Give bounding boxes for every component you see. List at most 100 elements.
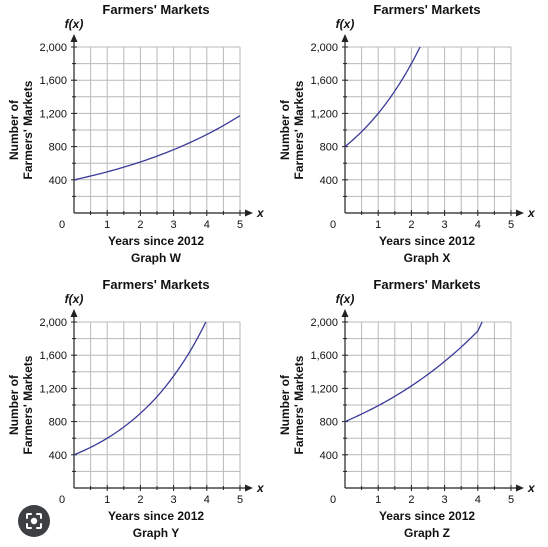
function-label: f(x)	[336, 292, 355, 306]
x-tick-label: 1	[104, 219, 110, 231]
y-tick-label: 1,600	[310, 350, 338, 362]
x-axis-letter: x	[256, 481, 265, 495]
y-axis-label: Number ofFarmers' Markets	[7, 355, 35, 454]
y-axis-label-line: Number of	[7, 374, 21, 435]
y-tick-label: 2,000	[310, 317, 338, 329]
chart-panel: 1 2 3 4 5 400 800 1,200 1,600 2,000 0 x f(x) Farmers'…	[0, 0, 274, 272]
y-tick-label: 400	[49, 450, 67, 462]
x-axis-label: Years since 2012	[379, 509, 475, 523]
x-tick-label: 3	[442, 494, 448, 506]
origin-label: 0	[59, 219, 65, 231]
y-tick-label: 2,000	[39, 317, 67, 329]
y-tick-label: 800	[320, 417, 338, 429]
y-axis-label-line: Farmers' Markets	[292, 355, 306, 454]
x-axis-label: Years since 2012	[108, 234, 204, 248]
y-axis-arrow	[70, 34, 78, 42]
chart-svg: 1 2 3 4 5 400 800 1,200 1,600 2,000 0 x f(x) Farmers'…	[7, 277, 265, 540]
y-tick-label: 1,600	[310, 75, 338, 87]
lens-search-button[interactable]	[18, 505, 50, 537]
y-tick-label: 1,600	[39, 350, 67, 362]
graph-caption: Graph X	[404, 251, 451, 265]
x-axis-letter: x	[527, 481, 536, 495]
y-tick-label: 400	[49, 175, 67, 187]
x-tick-label: 2	[408, 219, 414, 231]
graph-caption: Graph W	[131, 251, 182, 265]
x-tick-label: 4	[475, 494, 481, 506]
x-tick-label: 5	[237, 219, 243, 231]
gridlines	[74, 321, 241, 488]
gridlines	[345, 46, 512, 213]
x-tick-label: 2	[408, 494, 414, 506]
chart-panel: 1 2 3 4 5 400 800 1,200 1,600 2,000 0 x f(x) Farmers'…	[271, 0, 545, 272]
chart-title: Farmers' Markets	[373, 277, 480, 292]
x-tick-label: 4	[204, 494, 210, 506]
y-axis-label: Number ofFarmers' Markets	[278, 355, 306, 454]
y-axis-label-line: Farmers' Markets	[292, 80, 306, 179]
chart-panel: 1 2 3 4 5 400 800 1,200 1,600 2,000 0 x f(x) Farmers'…	[0, 275, 274, 547]
series-line	[344, 321, 483, 423]
x-tick-label: 5	[237, 494, 243, 506]
y-tick-label: 1,600	[39, 75, 67, 87]
origin-label: 0	[59, 494, 65, 506]
x-tick-label: 1	[375, 494, 381, 506]
chart-svg: 1 2 3 4 5 400 800 1,200 1,600 2,000 0 x f(x) Farmers'…	[278, 2, 536, 265]
graph-caption: Graph Y	[133, 526, 179, 540]
y-tick-label: 800	[49, 142, 67, 154]
y-tick-label: 400	[320, 175, 338, 187]
function-label: f(x)	[65, 17, 84, 31]
x-tick-label: 1	[104, 494, 110, 506]
y-tick-label: 800	[320, 142, 338, 154]
y-axis-label-line: Number of	[7, 99, 21, 160]
x-tick-label: 3	[171, 219, 177, 231]
chart-title: Farmers' Markets	[373, 2, 480, 17]
x-tick-label: 4	[204, 219, 210, 231]
x-axis-arrow	[516, 484, 524, 492]
x-axis-arrow	[516, 209, 524, 217]
y-tick-label: 2,000	[310, 42, 338, 54]
y-tick-label: 400	[320, 450, 338, 462]
lens-icon	[26, 513, 42, 529]
x-tick-label: 3	[442, 219, 448, 231]
x-tick-label: 4	[475, 219, 481, 231]
y-tick-label: 1,200	[310, 108, 338, 120]
function-label: f(x)	[336, 17, 355, 31]
y-axis-label-line: Farmers' Markets	[21, 80, 35, 179]
function-label: f(x)	[65, 292, 84, 306]
x-axis-arrow	[245, 484, 253, 492]
series-line	[73, 321, 207, 456]
x-axis-label: Years since 2012	[379, 234, 475, 248]
x-axis-label: Years since 2012	[108, 509, 204, 523]
gridlines	[74, 46, 241, 213]
y-axis-label: Number ofFarmers' Markets	[278, 80, 306, 179]
series-line	[73, 115, 241, 181]
y-axis-arrow	[341, 309, 349, 317]
chart-title: Farmers' Markets	[102, 277, 209, 292]
y-tick-label: 2,000	[39, 42, 67, 54]
chart-svg: 1 2 3 4 5 400 800 1,200 1,600 2,000 0 x f(x) Farmers'…	[278, 277, 536, 540]
x-tick-label: 3	[171, 494, 177, 506]
chart-panel: 1 2 3 4 5 400 800 1,200 1,600 2,000 0 x f(x) Farmers'…	[271, 275, 545, 547]
y-axis-label-line: Farmers' Markets	[21, 355, 35, 454]
x-tick-label: 5	[508, 494, 514, 506]
y-tick-label: 800	[49, 417, 67, 429]
gridlines	[345, 321, 512, 488]
y-axis-label-line: Number of	[278, 99, 292, 160]
y-axis-label-line: Number of	[278, 374, 292, 435]
x-tick-label: 1	[375, 219, 381, 231]
x-tick-label: 2	[137, 494, 143, 506]
y-tick-label: 1,200	[310, 383, 338, 395]
origin-label: 0	[330, 219, 336, 231]
y-axis-label: Number ofFarmers' Markets	[7, 80, 35, 179]
chart-title: Farmers' Markets	[102, 2, 209, 17]
series-line	[344, 46, 421, 148]
chart-svg: 1 2 3 4 5 400 800 1,200 1,600 2,000 0 x f(x) Farmers'…	[7, 2, 265, 265]
x-tick-label: 5	[508, 219, 514, 231]
y-axis-arrow	[70, 309, 78, 317]
x-axis-letter: x	[256, 206, 265, 220]
graph-caption: Graph Z	[404, 526, 450, 540]
x-axis-letter: x	[527, 206, 536, 220]
y-axis-arrow	[341, 34, 349, 42]
x-axis-arrow	[245, 209, 253, 217]
y-tick-label: 1,200	[39, 108, 67, 120]
